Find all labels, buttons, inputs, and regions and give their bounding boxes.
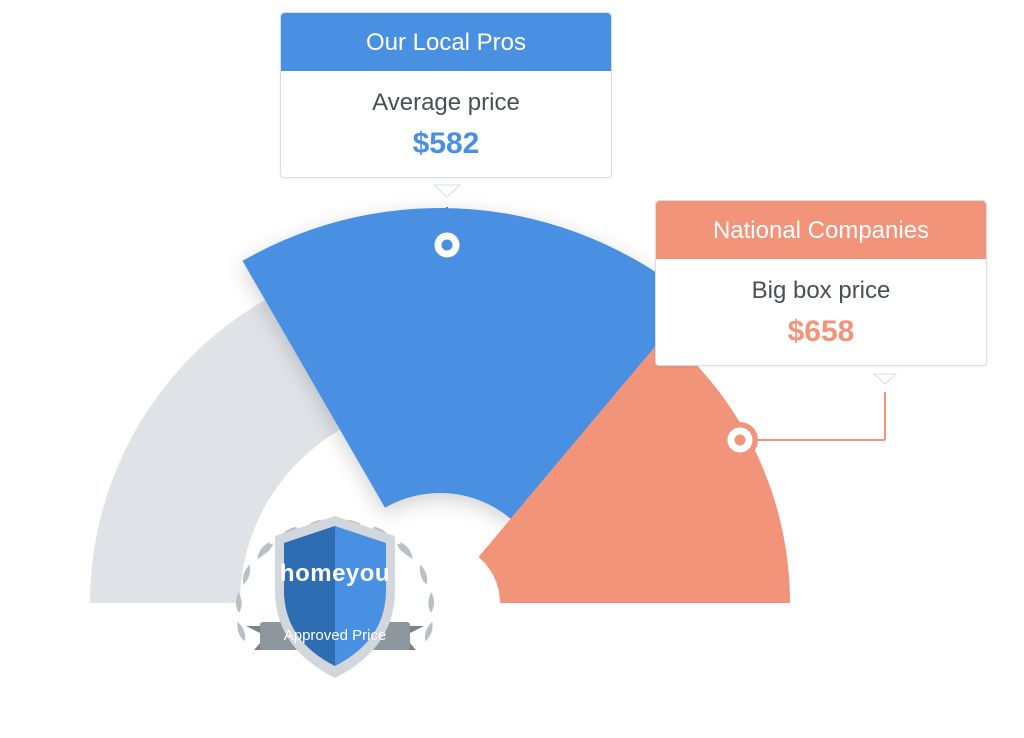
shield-icon	[220, 498, 450, 728]
callout-national-companies: National Companies Big box price $658	[655, 200, 987, 366]
marker-local-outer	[429, 227, 465, 263]
callout-national-price: $658	[678, 315, 964, 349]
callout-local-pros: Our Local Pros Average price $582	[280, 12, 612, 178]
callout-local-price: $582	[303, 127, 589, 161]
callout-national-tail	[874, 374, 896, 384]
callout-local-label: Average price	[303, 89, 589, 117]
marker-national-outer	[722, 422, 758, 458]
approved-price-badge: homeyou Approved Price	[220, 498, 450, 728]
shield-shape	[275, 516, 395, 678]
callout-national-label: Big box price	[678, 277, 964, 305]
badge-ribbon-text: Approved Price	[220, 627, 450, 644]
callout-local-tail	[434, 185, 460, 197]
callout-local-header: Our Local Pros	[281, 13, 611, 71]
stage: Our Local Pros Average price $582 Nation…	[0, 0, 1024, 738]
badge-brand-text: homeyou	[220, 560, 450, 588]
callout-national-header: National Companies	[656, 201, 986, 259]
